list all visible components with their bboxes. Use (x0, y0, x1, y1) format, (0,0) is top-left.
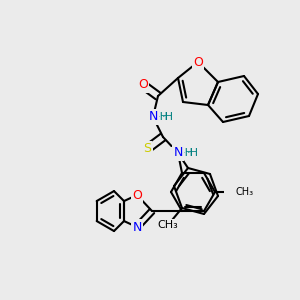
FancyBboxPatch shape (142, 111, 164, 123)
Text: O: O (132, 189, 142, 202)
Text: ·H: ·H (182, 148, 194, 158)
Text: N: N (173, 146, 183, 160)
Text: ·H: ·H (187, 148, 199, 158)
FancyBboxPatch shape (141, 144, 153, 154)
Text: S: S (143, 142, 151, 155)
Text: O: O (193, 56, 203, 68)
FancyBboxPatch shape (141, 144, 153, 154)
FancyBboxPatch shape (158, 219, 178, 231)
Text: O: O (132, 189, 142, 202)
Text: ·H: ·H (157, 112, 169, 122)
Text: O: O (138, 79, 148, 92)
FancyBboxPatch shape (224, 186, 246, 198)
Text: CH₃: CH₃ (158, 220, 178, 230)
Text: S: S (143, 142, 151, 155)
FancyBboxPatch shape (137, 80, 149, 90)
Text: CH₃: CH₃ (235, 187, 253, 197)
Text: N: N (148, 110, 158, 124)
Text: O: O (138, 79, 148, 92)
FancyBboxPatch shape (131, 190, 143, 200)
Text: N: N (148, 110, 158, 124)
FancyBboxPatch shape (168, 147, 188, 159)
FancyBboxPatch shape (131, 222, 143, 232)
Text: N: N (132, 220, 142, 234)
FancyBboxPatch shape (131, 222, 143, 232)
Text: ·H: ·H (162, 112, 174, 122)
Text: N: N (173, 146, 183, 160)
FancyBboxPatch shape (131, 190, 143, 200)
Text: N: N (132, 220, 142, 234)
FancyBboxPatch shape (192, 57, 204, 67)
FancyBboxPatch shape (143, 111, 163, 123)
FancyBboxPatch shape (167, 147, 189, 159)
Text: O: O (193, 56, 203, 68)
FancyBboxPatch shape (137, 80, 149, 90)
FancyBboxPatch shape (192, 57, 204, 67)
